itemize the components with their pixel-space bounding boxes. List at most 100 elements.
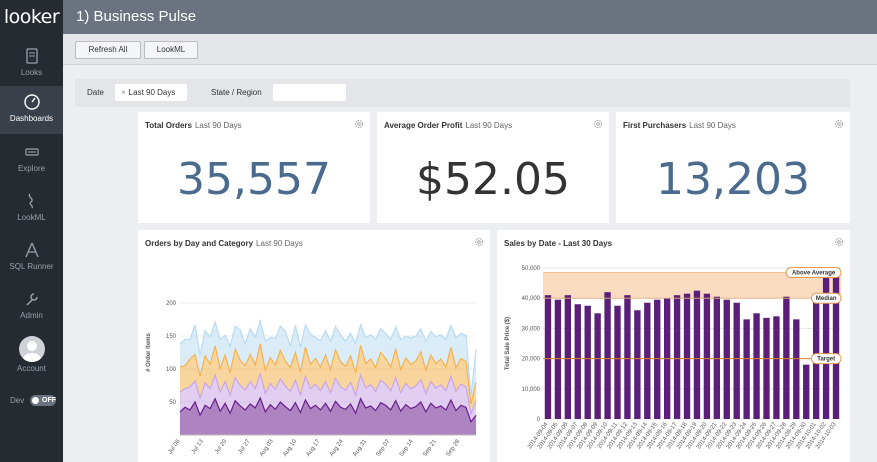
- bar: [773, 316, 780, 419]
- x-tick-label: Sep 14: [399, 438, 415, 458]
- bar: [654, 299, 661, 419]
- tile-subtitle: Last 90 Days: [465, 121, 513, 130]
- bar: [683, 293, 691, 419]
- sidebar-item-lookml[interactable]: LookML: [0, 185, 63, 233]
- filter-bar: Date × Last 90 Days State / Region: [75, 79, 850, 107]
- dev-mode-toggle[interactable]: OFF: [30, 395, 56, 406]
- reference-label: Above Average: [792, 271, 836, 277]
- bar: [634, 310, 641, 419]
- gear-icon[interactable]: [354, 119, 364, 129]
- y-tick-label: 0: [537, 417, 541, 423]
- sidebar-item-label: SQL Runner: [9, 262, 54, 271]
- state-filter-label: State / Region: [211, 88, 262, 97]
- tile-average-order-profit: Average Order Profit Last 90 Days $52.05: [377, 112, 609, 223]
- x-tick-label: Aug 24: [329, 438, 345, 458]
- date-filter-value: Last 90 Days: [128, 88, 176, 97]
- reference-label: Target: [817, 357, 835, 363]
- tile-subtitle: Last 90 Days: [689, 121, 736, 130]
- y-tick-label: 150: [166, 334, 177, 340]
- bar: [713, 296, 721, 419]
- gauge-icon: [23, 93, 41, 111]
- reference-label-pill: [810, 292, 842, 304]
- wrench-icon: [23, 290, 41, 308]
- bar: [703, 293, 711, 419]
- bar: [723, 299, 730, 419]
- sidebar-item-explore[interactable]: Explore: [0, 136, 63, 184]
- bar: [753, 313, 760, 419]
- bar: [604, 292, 611, 419]
- sidebar-item-sql-runner[interactable]: SQL Runner: [0, 234, 63, 282]
- average-order-profit-value: $52.05: [416, 154, 570, 205]
- bar: [614, 305, 621, 419]
- bar: [832, 274, 840, 419]
- gear-icon[interactable]: [593, 119, 603, 129]
- tile-subtitle: Last 90 Days: [194, 121, 242, 130]
- book-icon: [23, 47, 41, 65]
- date-filter-chip[interactable]: × Last 90 Days: [115, 84, 187, 101]
- sales-bar-chart: 0 10,000 20,000 30,000 40,000 50,000 Total Sal…: [505, 266, 842, 450]
- y-tick-label: 50,000: [522, 266, 541, 272]
- state-filter-input[interactable]: [273, 84, 346, 101]
- sidebar-item-label: Looks: [20, 68, 43, 77]
- x-tick-label: Sep 28: [445, 438, 461, 458]
- x-tick-label: Jul 27: [237, 438, 251, 455]
- x-tick-label: Jul 06: [168, 438, 182, 455]
- header: 1) Business Pulse: [63, 0, 877, 34]
- bar: [803, 364, 810, 419]
- line-series-3: [179, 318, 477, 397]
- sidebar: looker Looks Dashboards Explore LookML S…: [0, 0, 63, 462]
- gear-icon[interactable]: [834, 237, 844, 247]
- x-tick-label: Aug 17: [306, 438, 322, 458]
- line-series-2: [179, 343, 477, 405]
- y-tick-label: 40,000: [522, 296, 541, 302]
- area-series-2: [180, 343, 476, 414]
- tile-title: Average Order Profit: [384, 121, 463, 130]
- bar: [673, 295, 681, 419]
- date-filter-label: Date: [87, 88, 104, 97]
- tile-first-purchasers: First Purchasers Last 90 Days 13,203: [616, 112, 850, 223]
- x-tick-label: Sep 21: [422, 438, 438, 458]
- sidebar-item-label: Dashboards: [9, 114, 54, 123]
- tile-subtitle: Last 90 Days: [256, 239, 303, 248]
- sidebar-item-looks[interactable]: Looks: [0, 40, 63, 88]
- page-title: 1) Business Pulse: [76, 8, 197, 25]
- gear-icon[interactable]: [834, 119, 844, 129]
- sidebar-item-label: Account: [17, 364, 46, 373]
- reference-label-pill: [785, 267, 842, 279]
- bar: [793, 319, 800, 419]
- avatar-icon: [18, 336, 45, 362]
- reference-label-pill: [810, 353, 842, 365]
- x-tick-label: Aug 31: [352, 438, 368, 458]
- tile-title: First Purchasers: [623, 121, 687, 130]
- bar: [693, 290, 701, 419]
- sidebar-item-label: Explore: [17, 164, 46, 173]
- bar: [763, 317, 770, 419]
- sidebar-item-account[interactable]: Account: [0, 332, 63, 376]
- x-tick-label: Aug 10: [282, 438, 298, 458]
- tile-title: Sales by Date - Last 30 Days: [504, 239, 613, 248]
- bar: [554, 299, 562, 419]
- sidebar-item-admin[interactable]: Admin: [0, 283, 63, 331]
- bar: [574, 304, 581, 419]
- gear-icon[interactable]: [474, 237, 484, 247]
- sidebar-item-label: Admin: [20, 311, 43, 320]
- total-orders-value: 35,557: [177, 154, 331, 205]
- y-axis-label: # Order Items: [146, 332, 152, 371]
- bar: [783, 296, 790, 419]
- lookml-button[interactable]: LookML: [144, 41, 198, 59]
- y-tick-label: 30,000: [522, 326, 541, 332]
- bar: [584, 305, 591, 419]
- sidebar-item-dashboards[interactable]: Dashboards: [0, 86, 63, 134]
- x-tick-label: Jul 20: [214, 438, 228, 455]
- tile-total-orders: Total Orders Last 90 Days 35,557: [138, 112, 370, 223]
- remove-icon[interactable]: ×: [121, 88, 126, 97]
- y-tick-label: 50: [169, 400, 176, 406]
- bar: [644, 302, 651, 419]
- refresh-all-button[interactable]: Refresh All: [75, 41, 141, 59]
- bar: [743, 319, 750, 419]
- tile-orders-by-day: Orders by Day and Category Last 90 Days 5…: [138, 230, 490, 462]
- sidebar-item-label: LookML: [17, 213, 46, 222]
- bar: [822, 277, 830, 419]
- tile-title: Orders by Day and Category: [145, 239, 254, 248]
- bar: [624, 295, 631, 419]
